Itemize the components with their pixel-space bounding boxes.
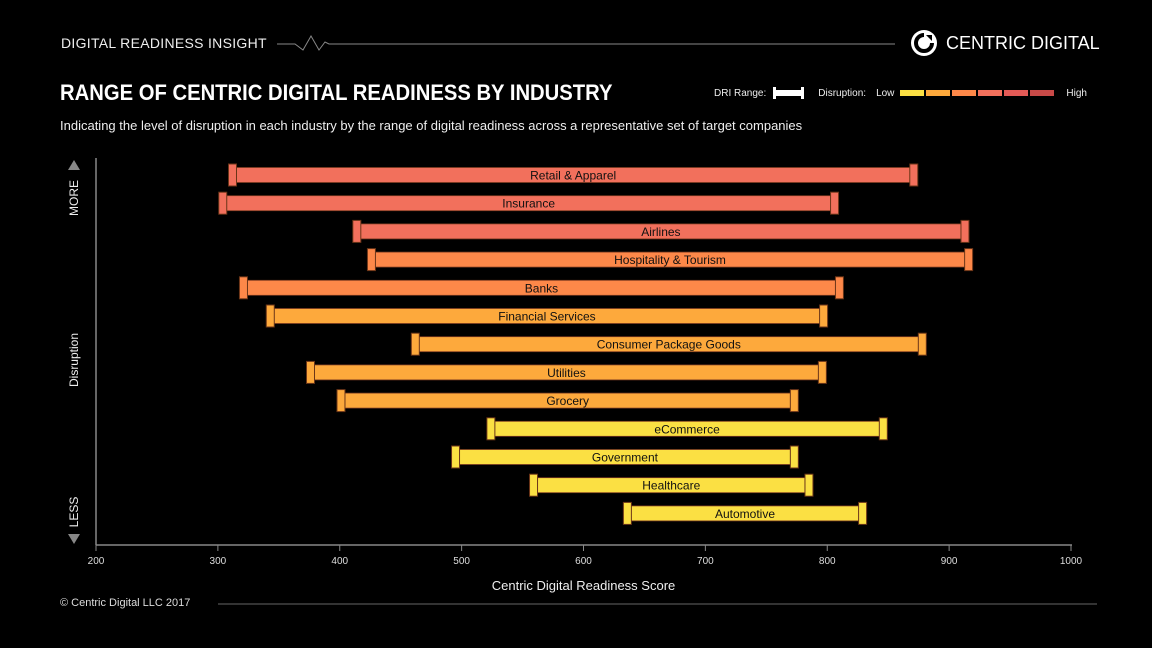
legend-range-label: DRI Range: [714,87,767,99]
range-cap-high [804,473,814,497]
x-tick-label: 700 [697,556,714,567]
legend-high: High [1066,87,1087,99]
range-cap-low [352,219,362,243]
range-cap-high [878,417,888,441]
bar-label: eCommerce [654,422,720,436]
range-cap-low [228,163,237,187]
range-cap-low [622,501,632,525]
centric-logo-icon [911,30,937,56]
range-cap-low [451,445,461,469]
range-cap-high [909,163,919,187]
page-subtitle: Indicating the level of disruption in ea… [60,118,803,133]
range-cap-high [819,304,829,328]
y-bottom-label: LESS [67,497,81,528]
bar-label: Hospitality & Tourism [614,253,726,267]
legend-swatch [1030,90,1055,96]
bar-label: Airlines [641,225,680,239]
range-cap-low [265,304,275,328]
x-tick-label: 200 [88,556,105,567]
range-cap-low [238,276,248,300]
bar-label: Grocery [546,394,589,408]
bar-label: Retail & Apparel [530,169,616,183]
bar-label: Financial Services [498,310,595,324]
brand-name: CENTRIC DIGITAL [946,32,1100,53]
legend-swatch [978,90,1003,96]
x-tick-label: 900 [941,556,958,567]
range-cap-high [789,445,799,469]
legend-swatch [926,90,951,96]
range-cap-low [529,473,539,497]
range-cap-high [858,501,868,525]
range-cap-high [834,276,844,300]
range-cap-low [410,332,420,356]
range-cap-low [306,360,315,384]
x-tick-label: 500 [453,556,470,567]
bar-label: Automotive [715,507,775,521]
legend-disruption-label: Disruption: [818,87,867,99]
range-cap-low [486,417,496,441]
footer-divider [218,603,1097,605]
bar-label: Insurance [502,197,555,211]
chart: 200 300 400 500 600 700 800 900 1000 Centric Digi… [67,158,1083,593]
footer-copyright: © Centric Digital LLC 2017 [60,597,191,609]
header-label: DIGITAL READINESS INSIGHT [61,35,267,51]
legend-low: Low [876,87,895,99]
arrow-down-icon [68,534,80,544]
bar-label: Consumer Package Goods [597,338,741,352]
range-cap-low [366,248,376,272]
legend-swatch [952,90,977,96]
bar-label: Government [592,451,659,465]
legend-swatch [1004,90,1029,96]
range-cap-high [964,248,974,272]
range-cap-high [830,191,840,215]
header-divider [277,34,895,51]
bar-label: Healthcare [642,479,700,493]
range-cap-high [960,219,970,243]
legend-swatch [900,90,925,96]
range-cap-low [218,191,228,215]
page-title: RANGE OF CENTRIC DIGITAL READINESS BY IN… [60,80,613,105]
range-cap-high [789,389,799,413]
brand: CENTRIC DIGITAL [910,29,1100,57]
y-top-label: MORE [67,180,81,216]
bar-label: Banks [525,281,558,295]
range-cap-high [817,360,827,384]
bar-label: Utilities [547,366,586,380]
x-tick-label: 800 [819,556,836,567]
range-cap-low [336,389,346,413]
legend-range-icon [773,87,805,99]
x-tick-label: 400 [331,556,348,567]
arrow-up-icon [68,160,80,170]
legend-scale [900,90,1056,96]
range-cap-high [917,332,927,356]
x-tick-label: 300 [210,556,227,567]
y-axis-label: Disruption [67,333,81,387]
x-tick-label: 600 [575,556,592,567]
legend: DRI Range: Disruption: Low High [714,87,1087,99]
x-tick-label: 1000 [1060,556,1083,567]
x-axis-label: Centric Digital Readiness Score [492,578,676,593]
